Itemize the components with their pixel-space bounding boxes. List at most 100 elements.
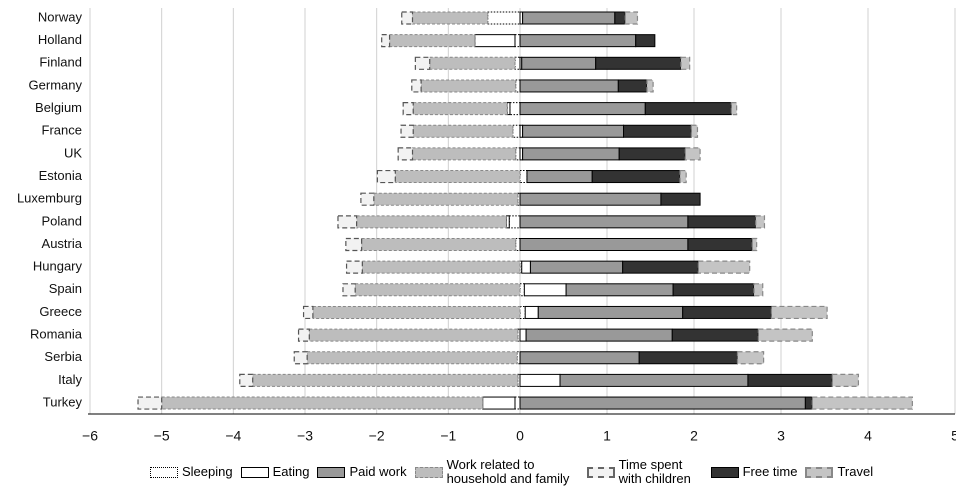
bar-segment [523,283,567,297]
legend-swatch [240,466,269,478]
y-tick-label: Greece [39,304,82,319]
legend-item: Sleeping [150,465,233,479]
bar-segment [753,283,764,297]
y-tick-label: Norway [38,9,83,24]
x-tick-label: −5 [154,428,170,444]
bar-segment [559,373,749,387]
bar-segment [376,169,396,184]
bar-segment [757,328,813,342]
y-tick-label: Finland [39,55,82,70]
bar-segment [624,11,639,25]
bar-segment [522,11,616,25]
bar-segment [514,396,521,410]
y-tick-label: Hungary [33,259,83,274]
bar-segment [660,192,701,206]
x-tick-label: 1 [603,428,611,444]
bar-segment [671,328,759,342]
bar-segment [529,260,624,274]
legend-swatch [414,466,443,478]
bar-segment [618,147,686,161]
bar-segment [400,124,414,138]
legend-label: Travel [837,464,874,479]
legend-item: Work related to household and family [414,457,579,486]
bar-segment [680,56,691,70]
bar-segment [412,11,489,25]
x-tick-label: 2 [690,428,698,444]
bar-segment [373,192,519,206]
y-tick-label: UK [64,145,82,160]
legend-label: Work related to household and family [446,457,570,486]
bar-segment [302,305,314,320]
y-tick-label: Serbia [44,349,82,364]
bar-segment [297,328,310,342]
y-tick-label: Italy [58,372,82,387]
bar-segment [804,396,813,410]
bar-segment [519,192,662,206]
bar-segment [811,396,913,410]
bar-segment [831,373,860,387]
bar-segment [515,238,521,251]
bar-segment [345,260,363,274]
bar-segment [381,34,391,48]
bar-segment [519,238,689,251]
bar-segment [635,34,656,48]
bar-segment [519,170,528,184]
x-tick-label: 4 [864,428,872,444]
bar-segment [345,237,363,252]
y-tick-label: Turkey [43,394,83,409]
bar-segment [306,351,518,365]
bar-segment [356,215,507,229]
bar-segment [519,79,619,93]
bar-segment [414,56,431,70]
bar-segment [519,328,527,342]
legend-label: Paid work [349,464,407,479]
y-tick-label: Austria [42,236,83,251]
bar-segment [515,147,521,161]
bar-segment [519,102,646,116]
bar-segment [293,351,308,365]
bar-segment [512,124,521,138]
legend-label: Time spent with children [618,457,691,486]
bar-segment [614,11,626,25]
legend-swatch [710,466,739,478]
bar-segment [412,102,508,116]
x-tick-label: 3 [777,428,785,444]
bar-segment [755,215,766,229]
y-tick-label: Spain [49,281,82,296]
bar-segment [690,124,699,138]
bar-segment [519,215,689,229]
bar-segment [361,238,517,251]
legend-item: Eating [240,464,310,479]
x-tick-label: −2 [369,428,385,444]
bar-segment [521,260,531,274]
bar-segment [672,283,755,297]
legend: Sleeping Eating Paid work Work related to h… [150,458,873,486]
bar-segment [617,79,648,93]
y-tick-label: Holland [38,32,82,47]
legend-swatch [150,466,178,478]
legend-item: Free time [710,465,797,479]
legend-swatch [805,466,834,478]
bar-segment [595,56,682,70]
x-tick-label: −4 [225,428,241,444]
x-tick-label: −3 [297,428,313,444]
y-tick-label: France [42,123,82,138]
bar-segment [736,351,765,365]
bar-segment [342,283,356,297]
x-tick-label: 5 [951,428,956,444]
bar-segment [622,260,699,274]
bar-segment [623,124,692,138]
bar-segment [412,124,514,138]
bar-segment [526,170,593,184]
y-tick-label: Estonia [39,168,83,183]
legend-item: Travel [805,465,873,479]
bar-segment [684,147,701,161]
bar-segment [751,237,758,252]
bar-segment [687,238,753,251]
bar-segment [411,79,422,93]
legend-label: Eating [272,464,310,479]
bar-segment [515,79,521,93]
x-tick-label: −1 [440,428,456,444]
legend-label: Sleeping [182,464,233,479]
bar-segment [420,79,517,93]
